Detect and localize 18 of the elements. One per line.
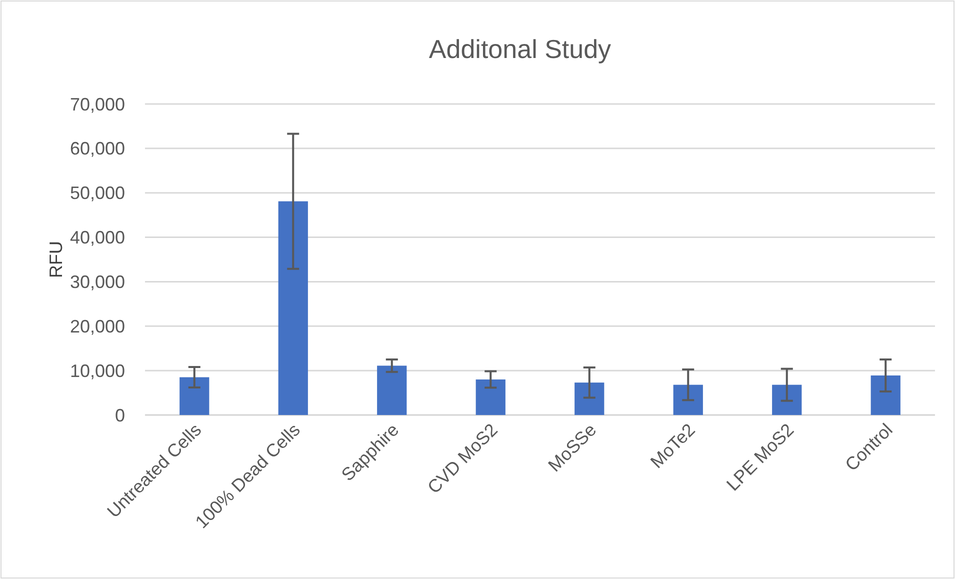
y-tick-label: 70,000 <box>70 94 125 114</box>
bar <box>278 201 308 415</box>
y-axis-title: RFU <box>46 241 66 278</box>
bar <box>673 384 703 415</box>
bar <box>180 377 210 415</box>
bar <box>377 366 407 415</box>
bar <box>574 382 604 415</box>
y-tick-label: 50,000 <box>70 183 125 204</box>
y-tick-label: 40,000 <box>70 228 125 248</box>
bar <box>870 375 900 415</box>
y-tick-label: 0 <box>114 405 125 426</box>
y-tick-label: 10,000 <box>70 360 125 381</box>
y-tick-label: 20,000 <box>70 316 125 336</box>
bar <box>772 384 802 415</box>
y-tick-label: 60,000 <box>70 138 125 159</box>
chart-title: Additonal Study <box>428 34 612 64</box>
bar <box>476 379 506 415</box>
y-tick-label: 30,000 <box>70 272 125 292</box>
